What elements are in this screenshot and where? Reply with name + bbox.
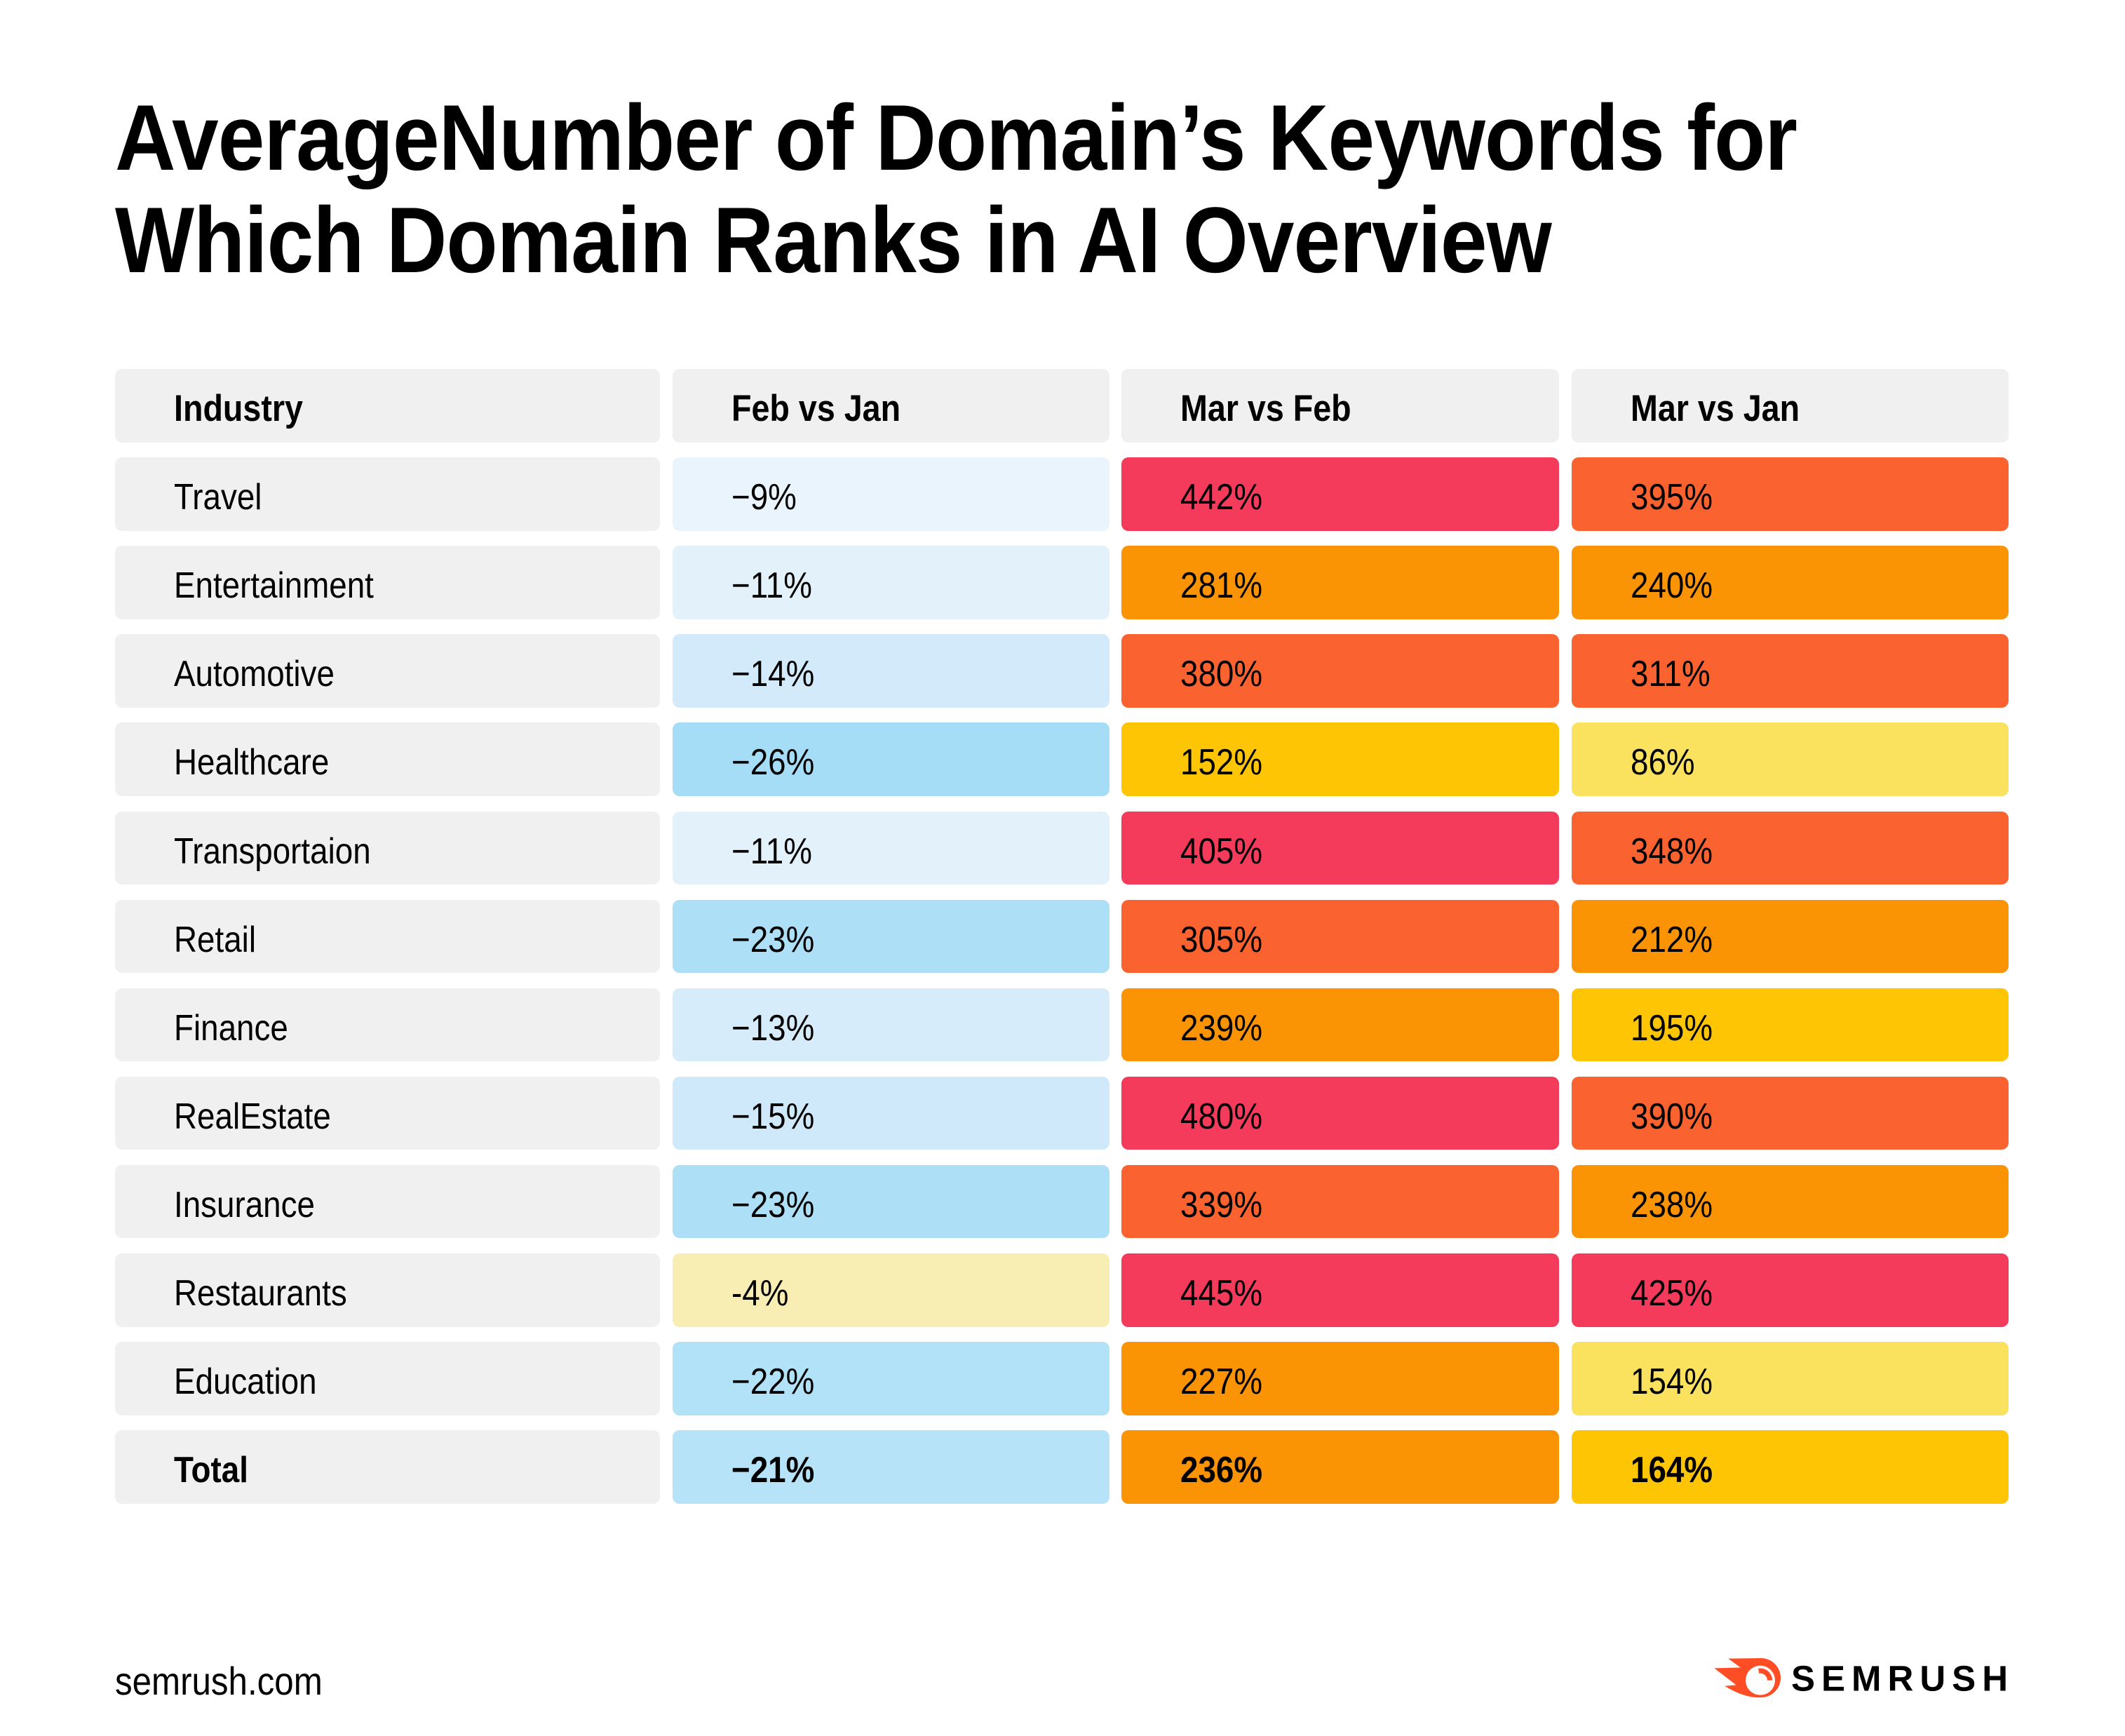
svg-text:SEMRUSH: SEMRUSH bbox=[1791, 1659, 2014, 1699]
